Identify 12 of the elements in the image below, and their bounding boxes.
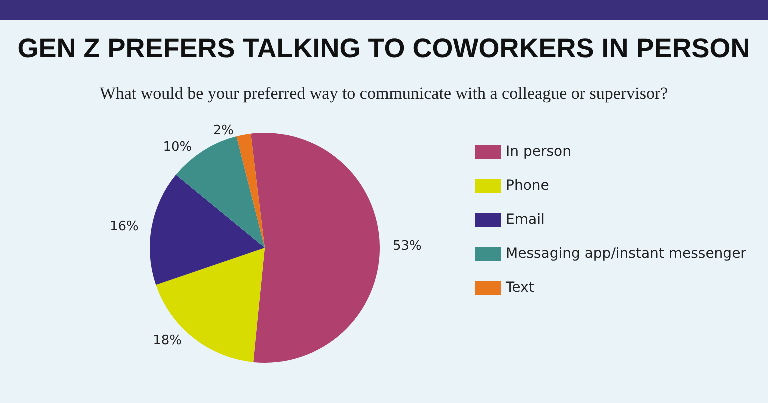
legend-label: Messaging app/instant messenger [506,246,747,262]
data-label: 2% [213,124,234,139]
data-label: 10% [163,140,192,156]
data-label: 16% [110,219,139,234]
data-label: 18% [153,334,182,349]
legend-label: In person [506,144,572,160]
legend-label: Email [506,212,545,228]
data-label: 53% [392,239,422,254]
chart-subtitle: What would be your preferred way to communicate with a colleague or supervisor? [100,84,668,103]
legend-label: Text [505,280,535,296]
legend-label: Phone [506,178,550,194]
chart-title: GEN Z PREFERS TALKING TO COWORKERS IN PERSON [18,34,750,64]
